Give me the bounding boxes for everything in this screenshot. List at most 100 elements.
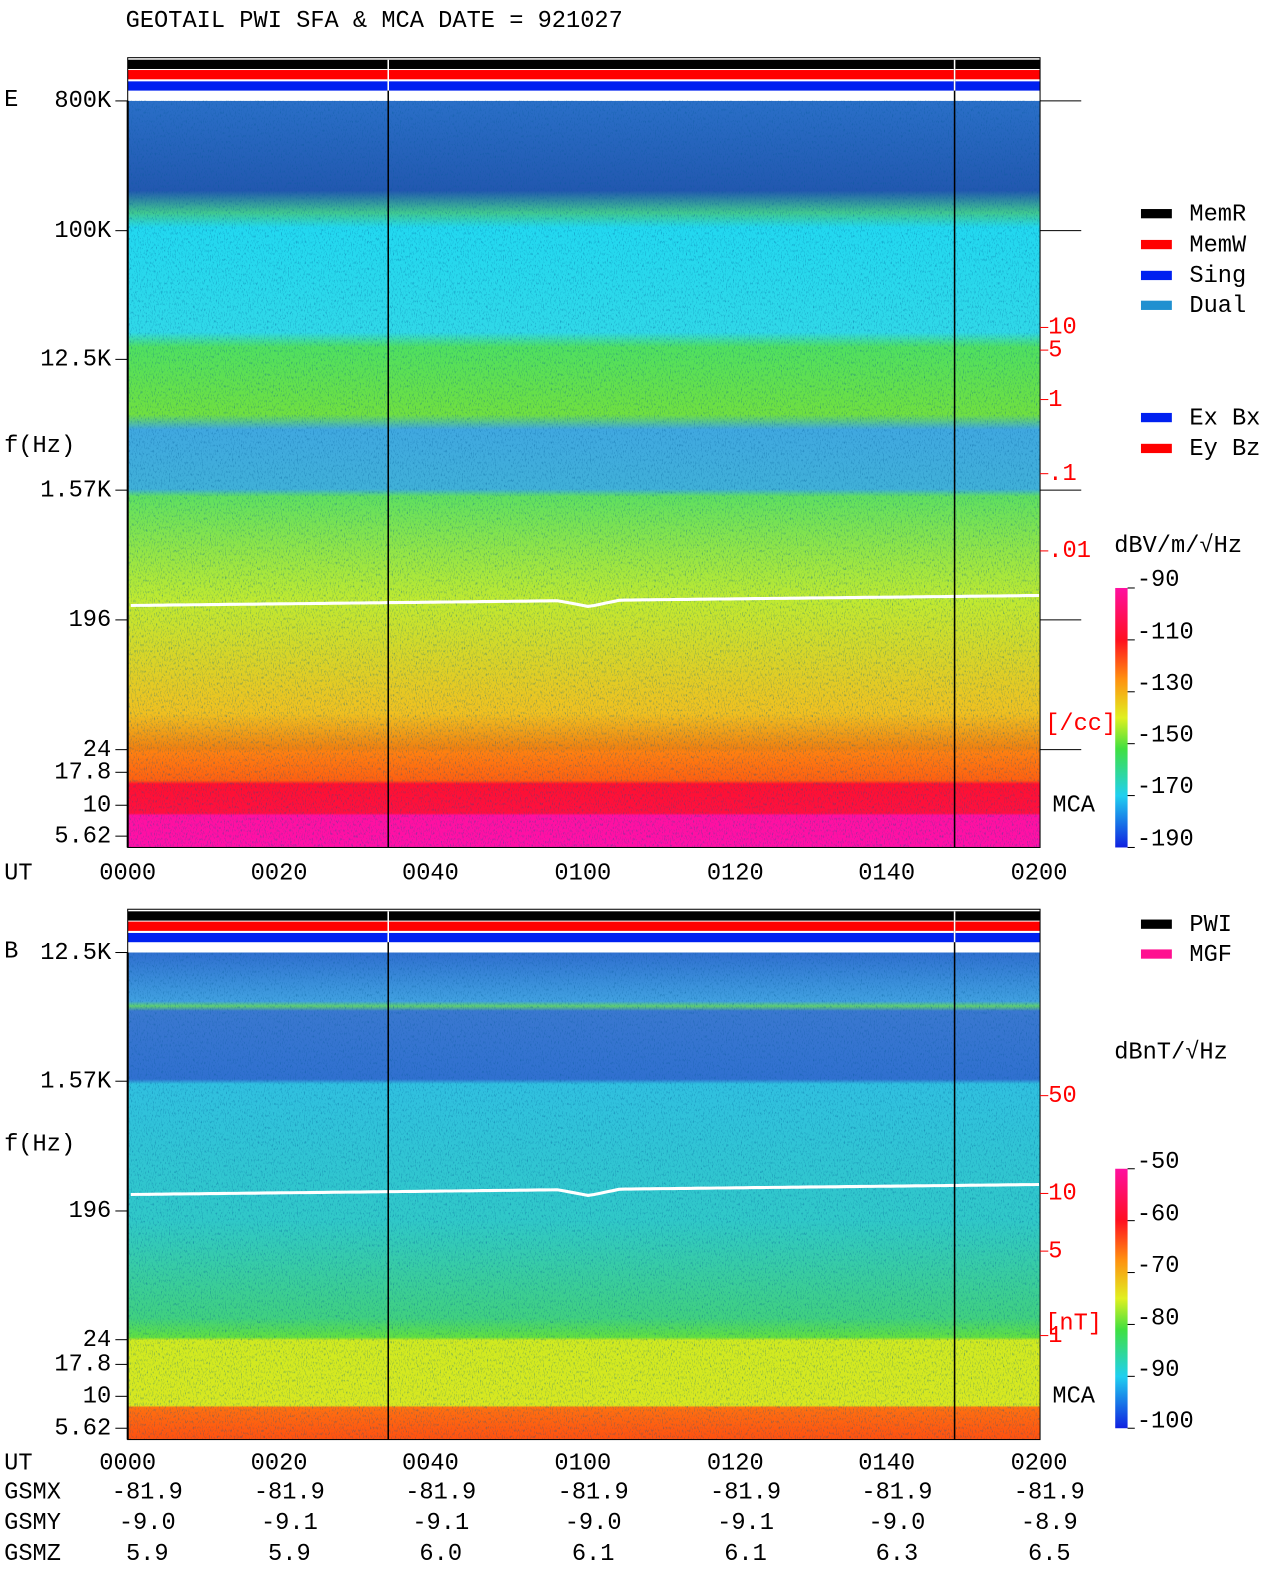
legend-label: Dual	[1189, 293, 1246, 320]
mca-label: MCA	[1052, 793, 1095, 820]
x-tick-label: 0140	[858, 1451, 915, 1478]
legend-label: Ey Bz	[1189, 436, 1260, 463]
y-tick-label: 10	[83, 793, 111, 820]
legend-label: MGF	[1189, 942, 1232, 969]
y-tick-label: 800K	[54, 88, 112, 115]
ephemeris-value: 6.5	[1028, 1541, 1071, 1568]
spectrogram-noise	[127, 100, 1041, 848]
legend-label: PWI	[1189, 912, 1232, 939]
y-tick-label: 5.62	[54, 1415, 111, 1442]
colorbar-tick-label: -70	[1137, 1253, 1180, 1280]
x-tick-label: 0120	[707, 1451, 764, 1478]
density-unit: [/cc]	[1045, 711, 1116, 738]
colorbar-tick-label: -170	[1137, 774, 1194, 801]
ephemeris-value: -81.9	[405, 1479, 476, 1506]
ephemeris-value: -81.9	[254, 1479, 325, 1506]
x-axis-label: UT	[4, 860, 32, 887]
legend-swatch	[1140, 239, 1172, 250]
legend-swatch	[1140, 270, 1172, 281]
ephemeris-value: -9.1	[412, 1510, 469, 1537]
density-tick-label: 5	[1048, 1238, 1062, 1265]
colorbar-unit: dBnT/√Hz	[1114, 1040, 1228, 1067]
legend-swatch	[1140, 412, 1172, 423]
y-tick-label: 100K	[54, 218, 112, 245]
colorbar-unit: dBV/m/√Hz	[1114, 533, 1242, 560]
mode-bar-blue	[127, 81, 1041, 91]
ephemeris-value: -9.0	[119, 1510, 176, 1537]
ephemeris-value: -81.9	[112, 1479, 183, 1506]
x-tick-label: 0200	[1011, 860, 1068, 887]
ephemeris-value: -9.1	[261, 1510, 318, 1537]
ephemeris-name: GSMY	[4, 1510, 61, 1537]
legend-swatch	[1140, 443, 1172, 454]
ephemeris-value: 5.9	[268, 1541, 311, 1568]
mode-bar-red	[127, 70, 1041, 80]
density-tick-label: 50	[1048, 1083, 1076, 1110]
ephemeris-value: -81.9	[558, 1479, 629, 1506]
x-tick-label: 0040	[402, 1451, 459, 1478]
legend-swatch	[1140, 300, 1172, 310]
x-tick-label: 0020	[251, 860, 308, 887]
ephemeris-value: -9.0	[565, 1510, 622, 1537]
density-tick-label: .01	[1048, 538, 1091, 565]
density-tick-label: 10	[1048, 315, 1076, 342]
mca-label: MCA	[1052, 1384, 1095, 1411]
y-tick-label: 24	[83, 737, 111, 764]
density-tick-label: 1	[1048, 387, 1062, 414]
fce-line	[130, 593, 1040, 608]
y-tick-label: 196	[69, 607, 112, 634]
ephemeris-value: 6.1	[572, 1541, 615, 1568]
y-tick-label: 196	[69, 1198, 112, 1225]
mode-bar-black	[127, 59, 1041, 69]
colorbar-tick-label: -90	[1137, 1357, 1180, 1384]
y-tick-label: 17.8	[54, 1352, 111, 1379]
x-axis-label: UT	[4, 1451, 32, 1478]
ephemeris-value: -8.9	[1021, 1510, 1078, 1537]
y-tick-label: 24	[83, 1327, 111, 1354]
title: GEOTAIL PWI SFA & MCA DATE = 921027	[126, 8, 623, 35]
y-tick-label: 5.62	[54, 823, 111, 850]
ephemeris-value: 6.1	[724, 1541, 767, 1568]
y-tick-label: 12.5K	[40, 347, 112, 374]
legend-swatch	[1140, 209, 1172, 219]
ephemeris-name: GSMZ	[4, 1541, 61, 1568]
y-tick-label: 1.57K	[40, 1068, 112, 1095]
y-tick-label: 1.57K	[40, 477, 112, 504]
colorbar	[1115, 587, 1128, 848]
legend-label: Ex Bx	[1189, 405, 1260, 432]
density-tick-label: 10	[1048, 1181, 1076, 1208]
y-tick-label: 17.8	[54, 760, 111, 787]
colorbar-tick-label: -130	[1137, 671, 1194, 698]
x-tick-label: 0000	[99, 860, 156, 887]
colorbar-tick-label: -190	[1137, 826, 1194, 853]
mode-bar-blue	[127, 932, 1041, 943]
panels: Ef(Hz)800K100K12.5K1.57K1962417.8105.621…	[4, 57, 1260, 1568]
legend-label: MemW	[1189, 232, 1247, 259]
legend-swatch	[1140, 949, 1172, 959]
density-tick-label: 5	[1048, 337, 1062, 364]
x-tick-label: 0120	[707, 860, 764, 887]
colorbar-tick-label: -60	[1137, 1201, 1180, 1228]
colorbar	[1115, 1168, 1128, 1429]
x-tick-label: 0040	[402, 860, 459, 887]
x-tick-label: 0100	[554, 860, 611, 887]
legend-label: Sing	[1189, 263, 1246, 290]
x-tick-label: 0200	[1011, 1451, 1068, 1478]
density-tick-label: 1	[1048, 1323, 1062, 1350]
ephemeris-value: 5.9	[126, 1541, 169, 1568]
colorbar-tick-label: -110	[1137, 620, 1194, 647]
panel-label: B	[4, 939, 18, 966]
mode-bar-red	[127, 921, 1041, 931]
y-axis-label: f(Hz)	[4, 433, 75, 460]
y-axis-label: f(Hz)	[4, 1131, 75, 1158]
colorbar-tick-label: -90	[1137, 567, 1180, 594]
ephemeris-value: -81.9	[1014, 1479, 1085, 1506]
density-unit: [nT]	[1045, 1310, 1102, 1337]
legend-label: MemR	[1189, 201, 1246, 228]
ephemeris-value: -81.9	[861, 1479, 932, 1506]
ephemeris-value: 6.0	[419, 1541, 462, 1568]
colorbar-tick-label: -50	[1137, 1149, 1180, 1176]
ephemeris-value: -81.9	[710, 1479, 781, 1506]
